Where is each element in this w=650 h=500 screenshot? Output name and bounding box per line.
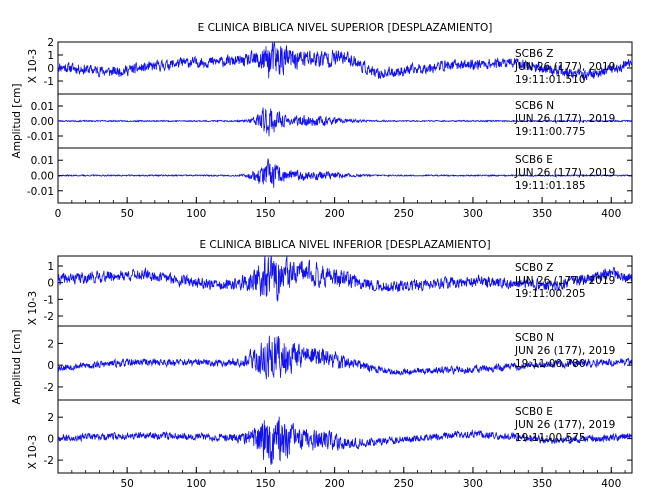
chart-title-superior: E CLINICA BIBLICA NIVEL SUPERIOR [DESPLA… (198, 22, 493, 34)
trace-scb6-e (57, 158, 633, 188)
x-tick-label: 350 (532, 478, 552, 490)
ylabel-inferior: Amplitud [cm] (11, 330, 23, 405)
x-tick-label: 150 (255, 208, 275, 220)
y-tick-label: 0.01 (31, 101, 54, 113)
x-tick-label: 250 (394, 478, 414, 490)
x-tick-label: 150 (255, 478, 275, 490)
y-tick-label: 2 (47, 412, 54, 424)
station-label: SCB0 Z (515, 262, 553, 274)
station-label: SCB6 E (515, 154, 553, 166)
scale-label-inferior-e: X 10-3 (27, 435, 39, 469)
time-label: 19:11:00.780 (515, 358, 586, 370)
time-label: 19:11:00.205 (515, 288, 586, 300)
time-label: 19:11:00.775 (515, 126, 586, 138)
y-tick-label: -0.01 (27, 186, 54, 198)
chart-inferior: E CLINICA BIBLICA NIVEL INFERIOR [DESPLA… (11, 239, 633, 490)
x-tick-label: 100 (186, 478, 206, 490)
x-tick-label: 250 (394, 208, 414, 220)
y-tick-label: 0.01 (31, 155, 54, 167)
time-label: 19:11:01.510 (515, 74, 586, 86)
x-tick-label: 200 (325, 208, 345, 220)
time-label: 19:11:00.575 (515, 432, 586, 444)
station-label: SCB6 Z (515, 48, 553, 60)
date-label: JUN 26 (177), 2019 (514, 167, 615, 179)
station-label: SCB6 N (515, 100, 554, 112)
y-tick-label: 0.00 (31, 171, 54, 183)
x-axis-superior: 0 50 100 150 200 250 300 350 400 (55, 197, 626, 220)
trace-scb6-n (58, 107, 633, 137)
x-tick-label: 400 (601, 478, 621, 490)
trace-scb0-n (57, 335, 633, 380)
station-label: SCB0 N (515, 332, 554, 344)
ylabel-superior: Amplitud [cm] (11, 84, 23, 159)
date-label: JUN 26 (177), 2019 (514, 275, 615, 287)
x-axis-inferior: 50 100 150 200 250 300 350 400 (57, 467, 626, 490)
date-label: JUN 26 (177), 2019 (514, 345, 615, 357)
station-label: SCB0 E (515, 406, 553, 418)
chart-superior: E CLINICA BIBLICA NIVEL SUPERIOR [DESPLA… (11, 22, 633, 220)
time-label: 19:11:01.185 (515, 180, 586, 192)
scale-label-superior-z: X 10-3 (27, 49, 39, 83)
trace-scb6-z (57, 41, 633, 81)
x-tick-label: 300 (463, 208, 483, 220)
scale-label-inferior-z: X 10-3 (27, 291, 39, 325)
x-tick-label: 300 (463, 478, 483, 490)
y-tick-label: 0.00 (31, 116, 54, 128)
y-tick-label: 0 (47, 434, 54, 446)
chart-title-inferior: E CLINICA BIBLICA NIVEL INFERIOR [DESPLA… (199, 239, 490, 251)
y-tick-label: -1 (44, 294, 54, 306)
trace-scb0-e (57, 416, 633, 465)
date-label: JUN 26 (177), 2019 (514, 61, 615, 73)
x-tick-label: 50 (120, 478, 133, 490)
x-tick-label: 100 (186, 208, 206, 220)
y-tick-label: -0.01 (27, 131, 54, 143)
y-tick-label: 1 (47, 261, 54, 273)
y-tick-label: -2 (44, 382, 54, 394)
date-label: JUN 26 (177), 2019 (514, 419, 615, 431)
x-tick-label: 0 (55, 208, 62, 220)
y-tick-label: -1 (44, 76, 54, 88)
y-tick-label: 0 (47, 63, 54, 75)
y-tick-label: -2 (44, 455, 54, 467)
date-label: JUN 26 (177), 2019 (514, 113, 615, 125)
x-tick-label: 200 (325, 478, 345, 490)
y-tick-label: 2 (47, 338, 54, 350)
y-tick-label: -2 (44, 311, 54, 323)
y-tick-label: 1 (47, 50, 54, 62)
y-tick-label: 0 (47, 278, 54, 290)
x-tick-label: 400 (601, 208, 621, 220)
x-tick-label: 350 (532, 208, 552, 220)
y-tick-label: 2 (47, 37, 54, 49)
y-tick-label: 0 (47, 360, 54, 372)
trace-scb0-z (57, 255, 633, 302)
x-tick-label: 50 (120, 208, 133, 220)
